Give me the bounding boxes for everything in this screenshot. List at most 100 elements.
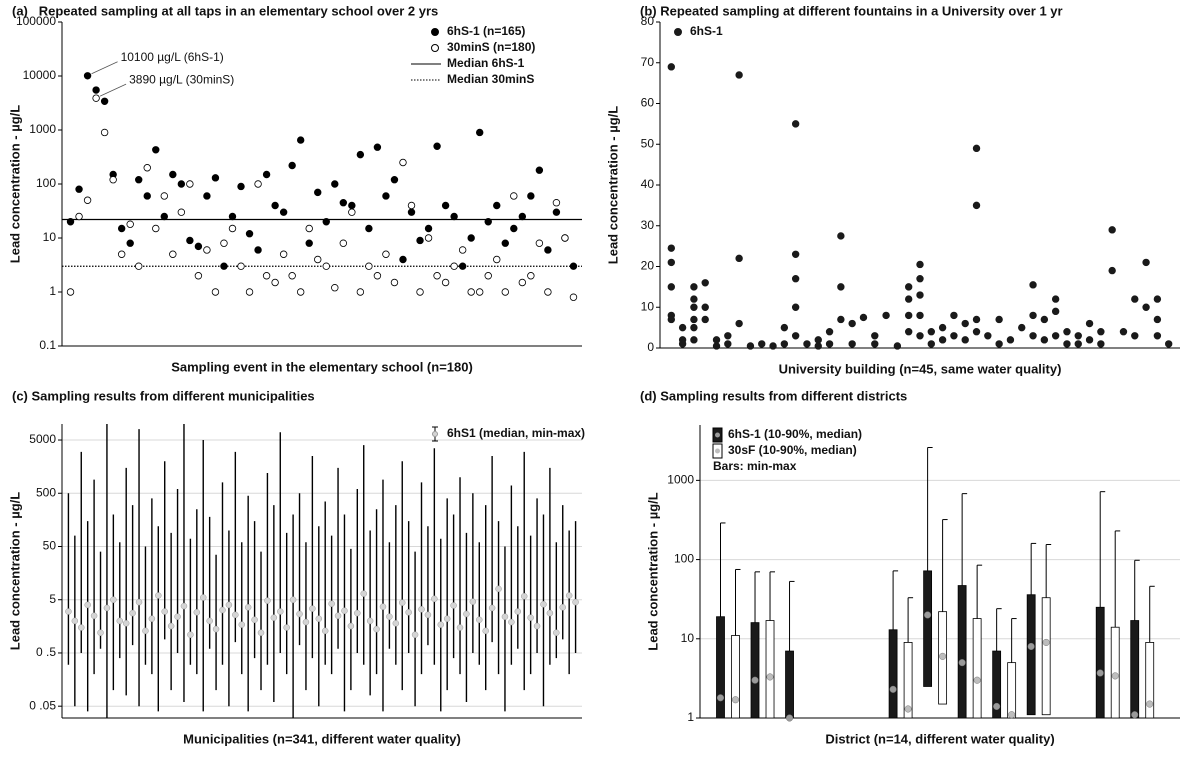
- data-point: [690, 295, 698, 303]
- data-point: [791, 303, 800, 311]
- box: [1095, 606, 1105, 719]
- data-point: [1029, 332, 1037, 340]
- data-point: [1051, 307, 1060, 316]
- data-point: [135, 262, 143, 270]
- median-point: [379, 603, 387, 610]
- data-point: [1063, 328, 1071, 336]
- data-point: [961, 319, 969, 328]
- data-point: [1029, 311, 1037, 320]
- data-point: [143, 164, 151, 172]
- x-axis-label: University building (n=45, same water qu…: [779, 361, 1062, 376]
- box: [750, 622, 760, 719]
- y-tick-label: 10: [641, 299, 655, 313]
- data-point: [535, 239, 544, 247]
- median-point: [501, 613, 509, 620]
- legend-label: 30minS (n=180): [447, 40, 535, 54]
- median-point: [354, 609, 361, 617]
- median-point: [456, 624, 464, 631]
- median-point: [135, 598, 143, 606]
- data-point: [848, 319, 856, 328]
- legend-label: Median 6hS-1: [447, 56, 525, 70]
- median-point: [232, 611, 239, 619]
- data-point: [75, 212, 83, 221]
- legend-label: 30sF (10-90%, median): [728, 443, 857, 457]
- data-point: [254, 180, 262, 188]
- data-point: [544, 288, 552, 296]
- median-point: [437, 621, 445, 628]
- data-point: [1153, 295, 1162, 303]
- legend-marker: [432, 431, 438, 437]
- data-point: [450, 262, 458, 270]
- median-point: [225, 601, 233, 609]
- median-point: [193, 609, 201, 616]
- box: [923, 570, 933, 687]
- data-point: [667, 258, 676, 267]
- data-point: [126, 220, 134, 228]
- data-point: [569, 293, 578, 301]
- median-point: [488, 604, 496, 612]
- median-point: [508, 618, 515, 626]
- data-point: [382, 192, 390, 200]
- data-point: [83, 196, 92, 204]
- data-point: [569, 262, 578, 270]
- box: [716, 616, 725, 719]
- median-point: [103, 604, 111, 612]
- median-point: [1027, 642, 1035, 651]
- median-point: [431, 595, 438, 603]
- data-point: [92, 94, 100, 102]
- data-point: [484, 218, 492, 226]
- data-point: [92, 86, 100, 94]
- median-point: [392, 620, 400, 627]
- data-point: [237, 262, 245, 270]
- data-point: [1006, 336, 1015, 344]
- data-point: [279, 250, 288, 258]
- data-point: [314, 255, 322, 264]
- median-point: [257, 629, 265, 636]
- y-tick-label: 100000: [16, 14, 56, 28]
- median-point: [540, 601, 547, 608]
- data-point: [390, 176, 399, 184]
- y-tick-label: 40: [641, 177, 655, 191]
- median-point: [958, 659, 966, 667]
- y-tick-label: 0.1: [39, 338, 56, 352]
- median-point: [212, 625, 220, 633]
- median-point: [993, 702, 1001, 710]
- data-point: [254, 246, 262, 254]
- median-point: [1008, 711, 1016, 719]
- legend-label: 6hS-1 (n=165): [447, 24, 525, 38]
- data-point: [701, 315, 709, 324]
- median-point: [321, 627, 329, 635]
- data-point: [296, 136, 305, 144]
- data-point: [527, 192, 535, 200]
- data-point: [758, 340, 766, 348]
- data-point: [544, 246, 552, 254]
- data-point: [690, 303, 698, 311]
- median-point: [1146, 700, 1154, 708]
- data-point: [339, 199, 348, 207]
- median-point: [341, 607, 348, 615]
- box: [992, 650, 1002, 719]
- median-point: [219, 606, 226, 614]
- median-point: [116, 617, 124, 625]
- data-point: [296, 288, 305, 296]
- median-point: [65, 608, 72, 615]
- data-point: [552, 199, 561, 207]
- data-point: [1164, 340, 1173, 348]
- data-point: [476, 288, 484, 296]
- median-point: [315, 615, 323, 622]
- legend-marker: [431, 28, 439, 36]
- y-tick-label: 30: [641, 218, 655, 232]
- median-point: [469, 598, 477, 605]
- median-point: [411, 631, 419, 638]
- data-point: [814, 336, 822, 344]
- data-point: [791, 275, 800, 283]
- data-point: [984, 332, 992, 340]
- y-tick-label: 5000: [29, 432, 56, 446]
- y-tick-label: 10000: [23, 68, 57, 82]
- data-point: [194, 272, 203, 280]
- data-point: [467, 288, 475, 296]
- data-point: [169, 250, 177, 258]
- box: [888, 629, 898, 719]
- annotation: 3890 µg/L (30minS): [129, 72, 234, 86]
- data-point: [995, 315, 1003, 324]
